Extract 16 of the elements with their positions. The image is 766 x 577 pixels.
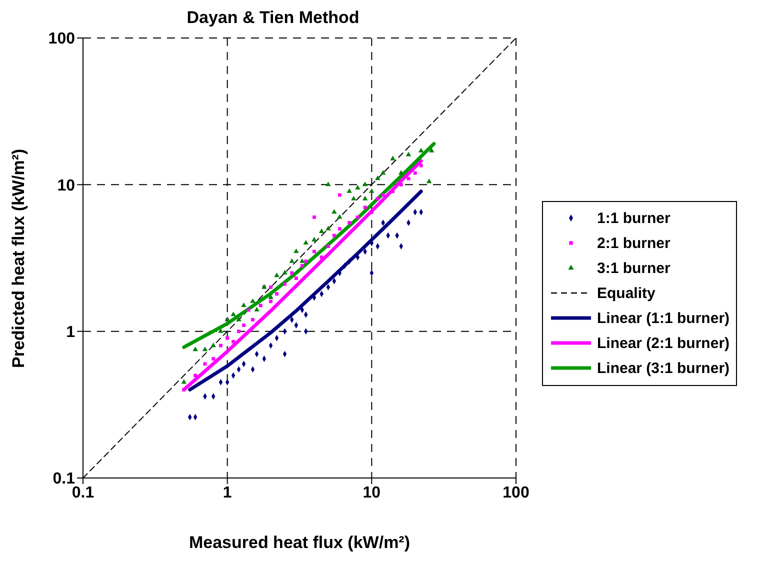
y-tick-label: 1 [66, 324, 76, 342]
legend-label: Linear (2:1 burner) [597, 334, 730, 352]
legend-label: 2:1 burner [597, 234, 670, 252]
y-tick-label: 100 [48, 30, 76, 48]
legend-label: Linear (1:1 burner) [597, 310, 730, 326]
y-axis-title: Predicted heat flux (kW/m²) [9, 148, 28, 368]
x-axis-title: Measured heat flux (kW/m²) [188, 533, 410, 552]
legend-label: 3:1 burner [597, 260, 670, 276]
x-tick-label: 100 [502, 484, 530, 502]
chart-title: Dayan & Tien Method [186, 8, 360, 28]
x-tick-label: 10 [362, 484, 381, 502]
legend-label: 1:1 burner [597, 210, 670, 226]
x-tick-label: 1 [222, 484, 232, 502]
legend-label: Linear (3:1 burner) [597, 360, 730, 376]
legend-label: Equality [597, 284, 656, 302]
y-tick-label: 10 [57, 177, 76, 194]
